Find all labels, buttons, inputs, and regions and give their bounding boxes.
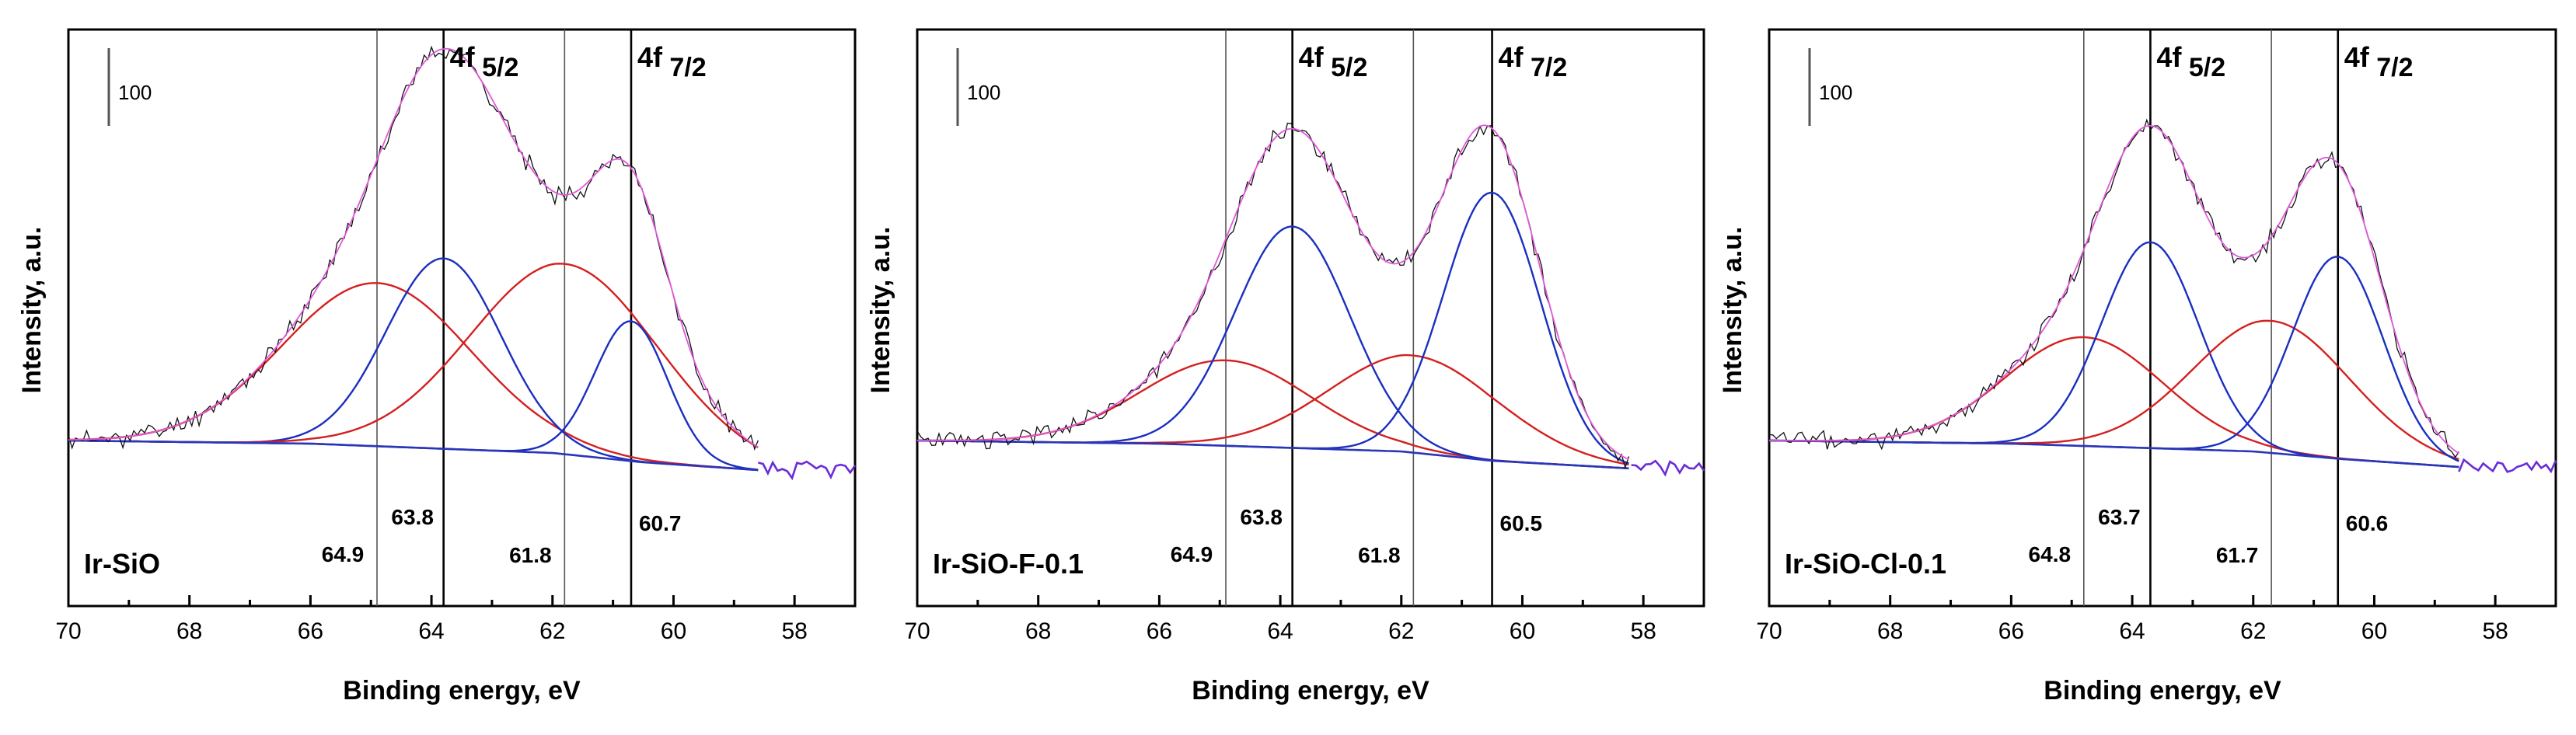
x-tick-label: 62	[539, 618, 565, 644]
fit-envelope	[1769, 124, 2459, 455]
x-tick-label: 62	[1388, 618, 1414, 644]
sample-label: Ir-SiO-F-0.1	[933, 548, 1084, 580]
x-tick-label: 64	[1267, 618, 1293, 644]
orbital-label-5-2: 4f 5/2	[1299, 41, 1368, 82]
peak-value-label: 61.8	[1358, 543, 1401, 567]
scale-bar-label: 100	[118, 81, 152, 104]
x-tick-label: 66	[1998, 618, 2024, 644]
x-tick-label: 60	[661, 618, 686, 644]
peak-value-label: 64.9	[322, 542, 365, 566]
chart-panel-2: 70 68 66 64 62 60 58 Binding energy, eV Intensit…	[866, 28, 1705, 705]
chart-panel-3: 70 68 66 64 62 60 58 Binding energy, eV Intensit…	[1718, 28, 2557, 705]
x-tick-label: 64	[2119, 618, 2145, 644]
peak-value-label: 63.8	[391, 505, 434, 529]
fit-component-61-8	[68, 263, 759, 448]
peak-value-label: 63.8	[1240, 505, 1283, 529]
scale-bar-label: 100	[967, 81, 1000, 104]
orbital-label-7-2: 4f 7/2	[2344, 41, 2414, 82]
fit-component-60-6	[1768, 256, 2459, 462]
chart-panel-1: 70 68 66 64 62 60 58 Binding energy, eV Intensit…	[17, 28, 857, 705]
plot-frame	[916, 28, 1705, 608]
y-axis-label: Intensity, a.u.	[866, 227, 895, 394]
plot-frame	[1768, 28, 2557, 608]
peak-value-label: 63.7	[2098, 505, 2141, 529]
peak-value-label: 64.8	[2029, 542, 2072, 566]
x-tick-label: 66	[1147, 618, 1172, 644]
peak-value-label: 61.7	[2216, 543, 2259, 567]
x-axis-label: Binding energy, eV	[1192, 676, 1429, 705]
peak-value-label: 60.5	[1500, 511, 1543, 535]
x-tick-label: 60	[2361, 618, 2387, 644]
x-tick-label: 66	[298, 618, 323, 644]
sample-label: Ir-SiO	[84, 548, 160, 580]
fit-envelope	[68, 47, 759, 448]
x-tick-label: 60	[1510, 618, 1535, 644]
scale-bar-label: 100	[1819, 81, 1852, 104]
fit-envelope	[917, 124, 1629, 461]
background-line	[1768, 439, 2459, 469]
y-axis-label: Intensity, a.u.	[17, 227, 47, 394]
fit-component-63-7	[1768, 241, 2459, 469]
x-axis-label: Binding energy, eV	[2044, 676, 2281, 705]
fit-component-63-8	[916, 225, 1629, 469]
x-tick-label: 70	[1756, 618, 1782, 644]
peak-value-label: 60.7	[639, 511, 682, 535]
x-tick-label: 68	[176, 618, 202, 644]
orbital-label-7-2: 4f 7/2	[637, 41, 707, 82]
sample-label: Ir-SiO-Cl-0.1	[1785, 548, 1946, 580]
orbital-label-7-2: 4f 7/2	[1499, 41, 1568, 82]
experimental-spectrum	[68, 45, 759, 451]
x-tick-label: 68	[1877, 618, 1903, 644]
experimental-spectrum	[1768, 118, 2459, 458]
x-tick-label: 58	[781, 618, 807, 644]
spectrum-tail	[1631, 459, 1705, 477]
orbital-label-5-2: 4f 5/2	[2156, 41, 2225, 82]
x-tick-label: 68	[1025, 618, 1051, 644]
x-tick-label: 70	[55, 618, 81, 644]
x-tick-label: 70	[904, 618, 930, 644]
peak-value-label: 64.9	[1171, 542, 1213, 566]
peak-value-label: 61.8	[509, 543, 552, 567]
peak-value-label: 60.6	[2346, 511, 2389, 535]
x-tick-label: 58	[2482, 618, 2508, 644]
spectrum-tail	[758, 460, 857, 481]
x-tick-label: 64	[418, 618, 444, 644]
background-line	[68, 439, 759, 472]
fit-component-64-9	[917, 359, 1629, 469]
y-axis-label: Intensity, a.u.	[1718, 227, 1747, 394]
x-tick-label: 58	[1630, 618, 1656, 644]
background-line	[916, 439, 1629, 470]
spectrum-tail	[2458, 458, 2557, 474]
x-tick-label: 62	[2240, 618, 2266, 644]
fit-component-63-8	[68, 257, 759, 472]
orbital-label-5-2: 4f 5/2	[450, 41, 519, 82]
x-axis-label: Binding energy, eV	[343, 676, 581, 705]
plot-frame	[67, 28, 857, 608]
experimental-spectrum	[916, 122, 1630, 470]
